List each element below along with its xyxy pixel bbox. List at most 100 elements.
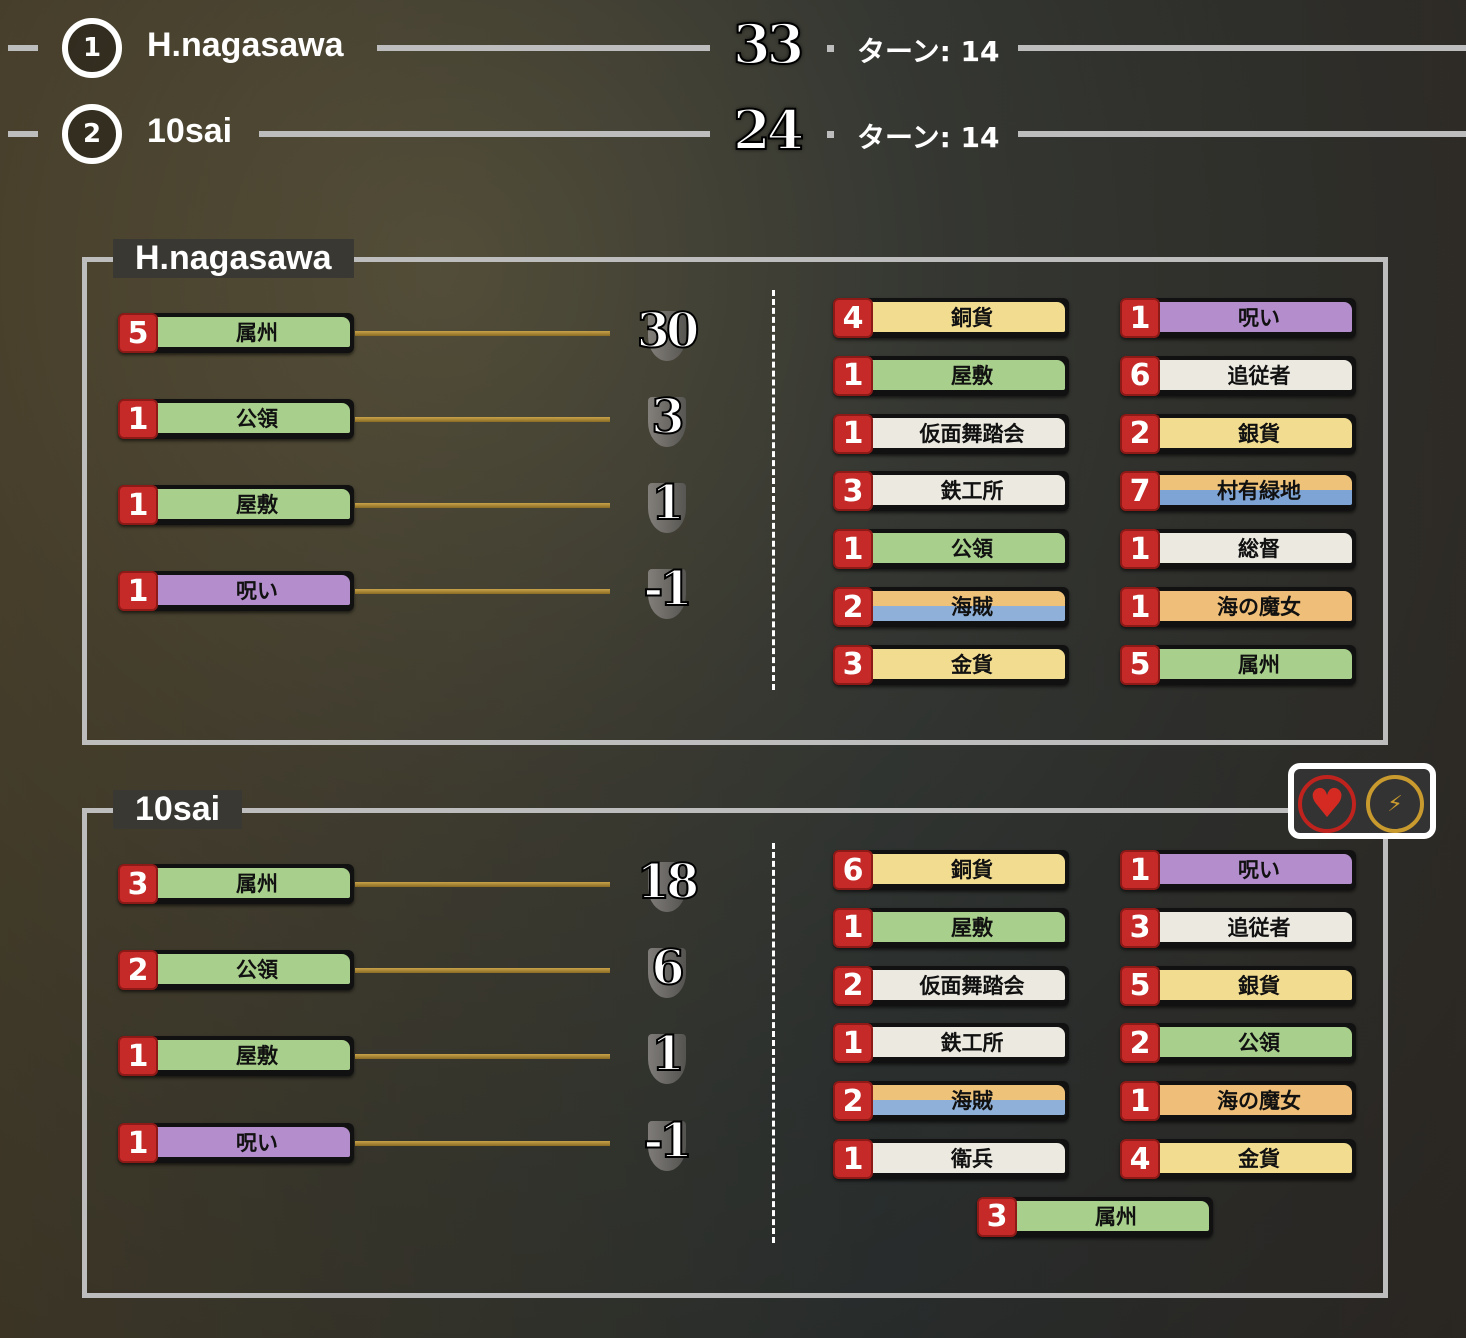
card-pill[interactable]: 1 総督 (1120, 529, 1356, 570)
card-name: 海賊 (867, 1085, 1065, 1116)
card-pill[interactable]: 3 鉄工所 (833, 471, 1069, 512)
card-pill[interactable]: 7 村有緑地 (1120, 471, 1356, 512)
card-pill[interactable]: 1 屋敷 (118, 1036, 354, 1076)
connector-line (355, 1054, 610, 1059)
card-name: 仮面舞踏会 (867, 969, 1065, 1000)
points-shield: 1 (636, 474, 696, 535)
card-name: 公領 (152, 403, 350, 433)
turn-count: ターン: 14 (857, 35, 1000, 68)
card-pill[interactable]: 1 呪い (1120, 298, 1356, 338)
points-shield: -1 (636, 560, 696, 621)
card-count: 1 (1120, 298, 1160, 338)
card-pill[interactable]: 1 呪い (118, 571, 354, 611)
card-name: 属州 (1011, 1200, 1209, 1231)
card-name: 銀貨 (1154, 417, 1352, 448)
connector-line (355, 331, 610, 336)
card-pill[interactable]: 2 海賊 (833, 587, 1069, 627)
card-count: 3 (977, 1196, 1017, 1237)
divider-line (1018, 131, 1466, 137)
card-name: 銅貨 (867, 854, 1065, 884)
card-name: 屋敷 (152, 1040, 350, 1070)
card-count: 1 (1120, 850, 1160, 890)
card-pill[interactable]: 2 仮面舞踏会 (833, 965, 1069, 1006)
heart-icon[interactable]: ♥ (1298, 775, 1356, 833)
card-name: 銀貨 (1154, 969, 1352, 1000)
card-count: 6 (1120, 355, 1160, 396)
card-name: 金貨 (1154, 1143, 1352, 1173)
total-score: 24 (732, 97, 805, 163)
card-pill[interactable]: 1 衛兵 (833, 1139, 1069, 1179)
divider-line (8, 45, 38, 51)
card-count: 2 (833, 1081, 873, 1122)
card-count: 1 (1120, 587, 1160, 627)
status-icons: ♥ ⚡ (1288, 763, 1436, 839)
card-count: 1 (118, 1036, 158, 1076)
card-pill[interactable]: 1 呪い (1120, 850, 1356, 890)
card-name: 仮面舞踏会 (867, 417, 1065, 448)
card-pill[interactable]: 1 屋敷 (833, 907, 1069, 948)
card-pill[interactable]: 1 屋敷 (118, 485, 354, 525)
panel-title: H.nagasawa (113, 239, 354, 278)
card-name: 屋敷 (867, 359, 1065, 390)
card-count: 1 (833, 355, 873, 396)
panel-title: 10sai (113, 790, 243, 829)
player-panel (82, 257, 1388, 745)
card-count: 3 (833, 471, 873, 512)
lightning-icon[interactable]: ⚡ (1366, 775, 1424, 833)
card-pill[interactable]: 6 追従者 (1120, 355, 1356, 396)
card-count: 5 (1120, 644, 1160, 685)
card-pill[interactable]: 1 公領 (833, 529, 1069, 570)
card-pill[interactable]: 1 海の魔女 (1120, 587, 1356, 627)
card-pill[interactable]: 1 鉄工所 (833, 1023, 1069, 1064)
card-name: 金貨 (867, 648, 1065, 679)
card-count: 5 (118, 313, 158, 353)
card-pill[interactable]: 5 銀貨 (1120, 965, 1356, 1006)
card-pill[interactable]: 5 属州 (1120, 644, 1356, 685)
points-shield: 3 (636, 388, 696, 449)
card-pill[interactable]: 3 金貨 (833, 644, 1069, 685)
card-name: 海賊 (867, 591, 1065, 621)
card-count: 2 (1120, 1023, 1160, 1064)
card-count: 3 (118, 864, 158, 904)
card-count: 2 (833, 965, 873, 1006)
card-count: 6 (833, 850, 873, 890)
card-pill[interactable]: 1 公領 (118, 399, 354, 439)
card-pill[interactable]: 1 海の魔女 (1120, 1081, 1356, 1122)
card-count: 1 (118, 571, 158, 611)
card-pill[interactable]: 3 属州 (118, 864, 354, 904)
card-count: 2 (118, 950, 158, 990)
card-name: 村有緑地 (1154, 475, 1352, 506)
card-count: 2 (833, 587, 873, 627)
card-name: 追従者 (1154, 911, 1352, 942)
card-count: 5 (1120, 965, 1160, 1006)
card-pill[interactable]: 6 銅貨 (833, 850, 1069, 890)
card-pill[interactable]: 1 屋敷 (833, 355, 1069, 396)
card-pill[interactable]: 2 公領 (1120, 1023, 1356, 1064)
card-name: 属州 (152, 317, 350, 347)
card-count: 7 (1120, 471, 1160, 512)
card-pill[interactable]: 2 海賊 (833, 1081, 1069, 1122)
card-name: 呪い (152, 575, 350, 605)
card-name: 呪い (1154, 854, 1352, 884)
card-name: 呪い (1154, 302, 1352, 332)
card-count: 4 (833, 298, 873, 338)
card-pill[interactable]: 4 金貨 (1120, 1139, 1356, 1179)
points-shield: 1 (636, 1025, 696, 1086)
card-pill[interactable]: 3 追従者 (1120, 907, 1356, 948)
card-pill[interactable]: 1 仮面舞踏会 (833, 413, 1069, 454)
card-pill[interactable]: 4 銅貨 (833, 298, 1069, 338)
card-count: 1 (118, 399, 158, 439)
turn-count: ターン: 14 (857, 121, 1000, 154)
rank-badge: 1 (62, 18, 122, 78)
card-pill[interactable]: 2 公領 (118, 950, 354, 990)
total-score: 33 (732, 11, 805, 77)
card-count: 1 (833, 1139, 873, 1179)
card-pill[interactable]: 1 呪い (118, 1123, 354, 1163)
card-name: 公領 (1154, 1027, 1352, 1058)
card-pill[interactable]: 2 銀貨 (1120, 413, 1356, 454)
points-shield: -1 (636, 1112, 696, 1173)
connector-line (355, 882, 610, 887)
card-pill[interactable]: 5 属州 (118, 313, 354, 353)
card-pill[interactable]: 3 属州 (977, 1196, 1213, 1237)
connector-line (355, 503, 610, 508)
